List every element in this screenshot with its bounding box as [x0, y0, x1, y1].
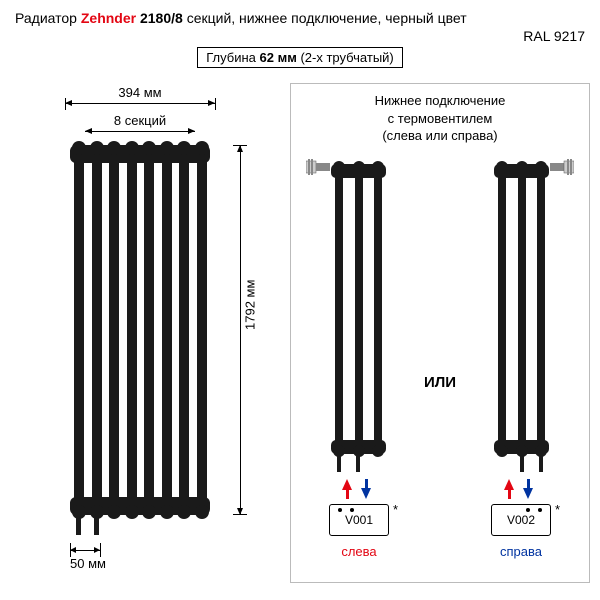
cold-arrow-icon — [523, 488, 533, 499]
pitch-label: 50 мм — [70, 556, 106, 571]
conn-code-right: V002 — [507, 513, 535, 527]
flow-arrows-left — [339, 479, 379, 504]
sections-arrow — [85, 131, 195, 132]
radiator-tube — [179, 160, 189, 500]
bump — [177, 505, 191, 519]
radiator-tube — [197, 160, 207, 500]
conn-code-left: V001 — [345, 513, 373, 527]
bump — [142, 141, 156, 155]
sr-tube — [518, 176, 526, 442]
conn-dot — [538, 508, 542, 512]
or-label: ИЛИ — [424, 374, 456, 391]
title-line: Радиатор Zehnder 2180/8 секций, нижнее п… — [15, 10, 585, 26]
title-suffix: секций, нижнее подключение, черный цвет — [187, 10, 467, 26]
sr-tube — [374, 176, 382, 442]
connection-box-right: V002 — [491, 504, 551, 536]
dim-tick — [100, 543, 101, 557]
radiator-tube — [127, 160, 137, 500]
bump — [372, 161, 384, 173]
thermo-valve-icon — [548, 157, 574, 177]
radiator-main-drawing — [70, 145, 210, 515]
bump — [125, 505, 139, 519]
bump — [496, 445, 508, 457]
width-dimension-label: 394 мм — [65, 85, 215, 100]
bump — [160, 505, 174, 519]
conn-dot — [526, 508, 530, 512]
depth-value: 62 мм — [260, 50, 297, 65]
dim-tick — [215, 98, 216, 110]
pipe-connection — [76, 515, 81, 535]
bump — [107, 505, 121, 519]
sr-tube — [498, 176, 506, 442]
bump — [535, 161, 547, 173]
thermo-valve-icon — [306, 157, 332, 177]
bump — [195, 141, 209, 155]
title-prefix: Радиатор — [15, 10, 77, 26]
width-dimension-arrow — [65, 103, 215, 104]
sr-tube — [537, 176, 545, 442]
bump — [160, 141, 174, 155]
height-dimension-line — [240, 145, 241, 515]
bump — [107, 141, 121, 155]
sr-tube — [335, 176, 343, 442]
bump — [125, 141, 139, 155]
brand-name: Zehnder — [81, 10, 136, 26]
pipe-connection — [539, 454, 543, 472]
sections-label: 8 секций — [85, 113, 195, 128]
depth-box: Глубина 62 мм (2-х трубчатый) — [197, 47, 403, 68]
bump — [372, 445, 384, 457]
cold-arrow-icon — [361, 488, 371, 499]
bump — [90, 141, 104, 155]
conn-dot — [350, 508, 354, 512]
height-dimension: 1792 мм — [225, 145, 265, 515]
bump — [142, 505, 156, 519]
pipe-connection — [337, 454, 341, 472]
right-panel-title: Нижнее подключение с термовентилем (слев… — [291, 84, 589, 150]
right-title-l2: с термовентилем — [301, 110, 579, 128]
sr-tube — [355, 176, 363, 442]
depth-prefix: Глубина — [206, 50, 256, 65]
right-title-l3: (слева или справа) — [301, 127, 579, 145]
hot-arrow-stem — [508, 489, 511, 499]
hot-arrow-stem — [346, 489, 349, 499]
right-title-l1: Нижнее подключение — [301, 92, 579, 110]
bump — [333, 161, 345, 173]
conn-label-left: слева — [329, 544, 389, 559]
radiator-tube — [92, 160, 102, 500]
bump — [496, 161, 508, 173]
bump — [516, 161, 528, 173]
radiator-tube — [162, 160, 172, 500]
small-radiators-row: ИЛИ — [291, 154, 589, 474]
radiator-tube — [74, 160, 84, 500]
pipe-connection — [94, 515, 99, 535]
left-drawing-panel: 394 мм 8 секций — [10, 73, 290, 583]
pipe-connection — [520, 454, 524, 472]
model-number: 2180/8 — [140, 10, 183, 26]
pipe-connection — [356, 454, 360, 472]
bump — [195, 505, 209, 519]
radiator-tube — [109, 160, 119, 500]
height-dimension-label: 1792 мм — [243, 280, 258, 330]
depth-suffix: (2-х трубчатый) — [300, 50, 393, 65]
conn-label-right: справа — [491, 544, 551, 559]
bump — [353, 161, 365, 173]
small-radiator-left — [331, 164, 386, 454]
flow-arrows-right — [501, 479, 541, 504]
right-connection-panel: Нижнее подключение с термовентилем (слев… — [290, 83, 590, 583]
connection-box-left: V001 — [329, 504, 389, 536]
radiator-tube — [144, 160, 154, 500]
conn-dot — [338, 508, 342, 512]
small-radiator-right — [494, 164, 549, 454]
ral-code: RAL 9217 — [15, 28, 585, 44]
bump — [177, 141, 191, 155]
pitch-arrow — [70, 550, 100, 551]
bump — [72, 141, 86, 155]
